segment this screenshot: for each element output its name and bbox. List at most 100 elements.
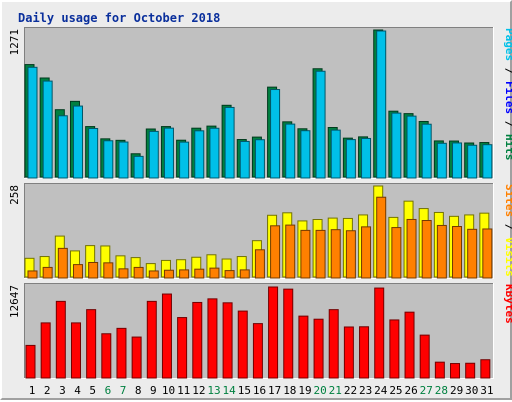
x-tick-label-day-15: 15 [238,384,251,397]
bar-bottom-kbytes-day-30 [465,362,476,379]
panel-bottom-max-label: 12647 [8,285,21,318]
x-tick-label-day-28: 28 [435,384,448,397]
bar-bottom-kbytes-day-11 [177,317,188,379]
panel-middle-max-label: 258 [8,185,21,205]
bar-top-pages-day-29 [452,142,463,179]
bar-top-pages-day-12 [194,130,205,179]
bar-middle-sites-day-11 [179,269,190,279]
bar-top-pages-day-30 [467,144,478,179]
x-tick-label-day-21: 21 [329,384,342,397]
panel-bottom-side-label-part-0: KBytes [503,284,512,324]
bar-middle-sites-day-8 [133,266,144,279]
x-tick-label-day-19: 19 [298,384,311,397]
x-tick-label-day-16: 16 [253,384,266,397]
x-tick-label-day-13: 13 [207,384,220,397]
panel-top-side-label-part-0: Pages [503,28,512,61]
bar-top-pages-day-17 [270,89,281,179]
bar-top-pages-day-18 [285,123,296,179]
bar-bottom-kbytes-day-2 [40,322,51,379]
panel-middle-side-label-part-1: / [503,217,512,237]
bar-middle-sites-day-29 [452,226,463,279]
bar-bottom-kbytes-day-9 [146,300,157,379]
bar-middle-sites-day-26 [406,218,417,279]
x-tick-label-day-31: 31 [480,384,493,397]
x-tick-label-day-2: 2 [44,384,51,397]
bar-bottom-kbytes-day-12 [192,301,203,379]
x-tick-label-day-22: 22 [344,384,357,397]
bar-top-pages-day-21 [330,129,341,179]
bar-bottom-kbytes-day-28 [434,361,445,379]
bar-bottom-kbytes-day-25 [389,319,400,379]
bar-top-pages-day-1 [27,66,38,179]
x-tick-label-day-8: 8 [135,384,142,397]
bar-bottom-kbytes-day-10 [161,293,172,379]
bar-bottom-kbytes-day-1 [25,344,36,379]
bar-top-pages-day-14 [224,106,235,179]
bar-middle-sites-day-24 [376,196,387,279]
bar-middle-sites-day-17 [270,225,281,279]
x-tick-label-day-4: 4 [74,384,81,397]
bar-middle-sites-day-27 [421,220,432,279]
bar-bottom-kbytes-day-20 [313,318,324,379]
panel-top-side-label-part-4: Hits [503,134,512,161]
x-tick-label-day-10: 10 [162,384,175,397]
bar-top-pages-day-9 [148,130,159,179]
bar-middle-sites-day-10 [163,269,174,279]
bar-top-pages-day-10 [163,127,174,179]
x-tick-label-day-9: 9 [150,384,157,397]
bar-top-pages-day-27 [421,123,432,179]
bar-middle-sites-day-13 [209,267,220,279]
panel-bottom-side-label: KBytes [503,284,512,324]
panel-top-max-label: 1271 [8,29,21,56]
panel-top-side-label-part-2: Files [503,81,512,114]
bar-top-pages-day-8 [133,155,144,179]
x-tick-label-day-30: 30 [465,384,478,397]
x-tick-label-day-27: 27 [420,384,433,397]
x-tick-label-day-7: 7 [120,384,127,397]
bar-top-pages-day-20 [315,70,326,179]
bar-bottom-kbytes-day-3 [55,300,66,379]
chart-title: Daily usage for October 2018 [18,11,220,25]
bar-middle-sites-day-25 [391,227,402,279]
bar-bottom-kbytes-day-6 [101,333,112,379]
bar-middle-sites-day-28 [436,224,447,279]
bar-middle-sites-day-4 [72,264,83,279]
x-tick-label-day-20: 20 [314,384,327,397]
bar-top-pages-day-22 [345,139,356,179]
x-tick-label-day-14: 14 [223,384,237,397]
bar-top-pages-day-23 [361,137,372,179]
panel-middle-side-label: Sites / Visits [503,184,512,277]
bar-top-pages-day-26 [406,115,417,179]
bar-middle-sites-day-2 [42,266,53,279]
panel-middle-side-label-part-0: Sites [503,184,512,217]
panel-bottom: 12647 KBytes [8,283,512,379]
bar-bottom-kbytes-day-22 [343,326,354,379]
x-tick-label-day-23: 23 [359,384,372,397]
bar-bottom-kbytes-day-13 [207,298,218,379]
bar-bottom-kbytes-day-29 [450,363,461,379]
bar-middle-sites-day-21 [330,229,341,279]
bar-bottom-kbytes-day-4 [70,322,81,379]
bar-bottom-kbytes-day-17 [268,286,279,379]
bar-top-pages-day-16 [254,139,265,179]
bar-bottom-kbytes-day-26 [404,311,415,379]
bar-top-pages-day-7 [118,141,129,179]
bar-middle-sites-day-19 [300,229,311,279]
x-tick-label-day-24: 24 [374,384,388,397]
x-tick-label-day-17: 17 [268,384,281,397]
bar-middle-sites-day-15 [239,269,250,279]
x-tick-label-day-5: 5 [89,384,96,397]
x-tick-label-day-3: 3 [59,384,66,397]
panel-top-side-label-part-3: / [503,114,512,134]
bar-bottom-kbytes-day-31 [480,359,491,379]
bar-bottom-kbytes-day-5 [86,309,97,379]
bar-middle-sites-day-5 [88,261,99,279]
bar-bottom-kbytes-day-8 [131,336,142,379]
bar-middle-sites-day-23 [361,226,372,279]
x-tick-label-day-11: 11 [177,384,190,397]
bar-middle-sites-day-3 [57,247,68,279]
bar-bottom-kbytes-day-16 [252,323,263,379]
bar-bottom-kbytes-day-14 [222,302,233,379]
